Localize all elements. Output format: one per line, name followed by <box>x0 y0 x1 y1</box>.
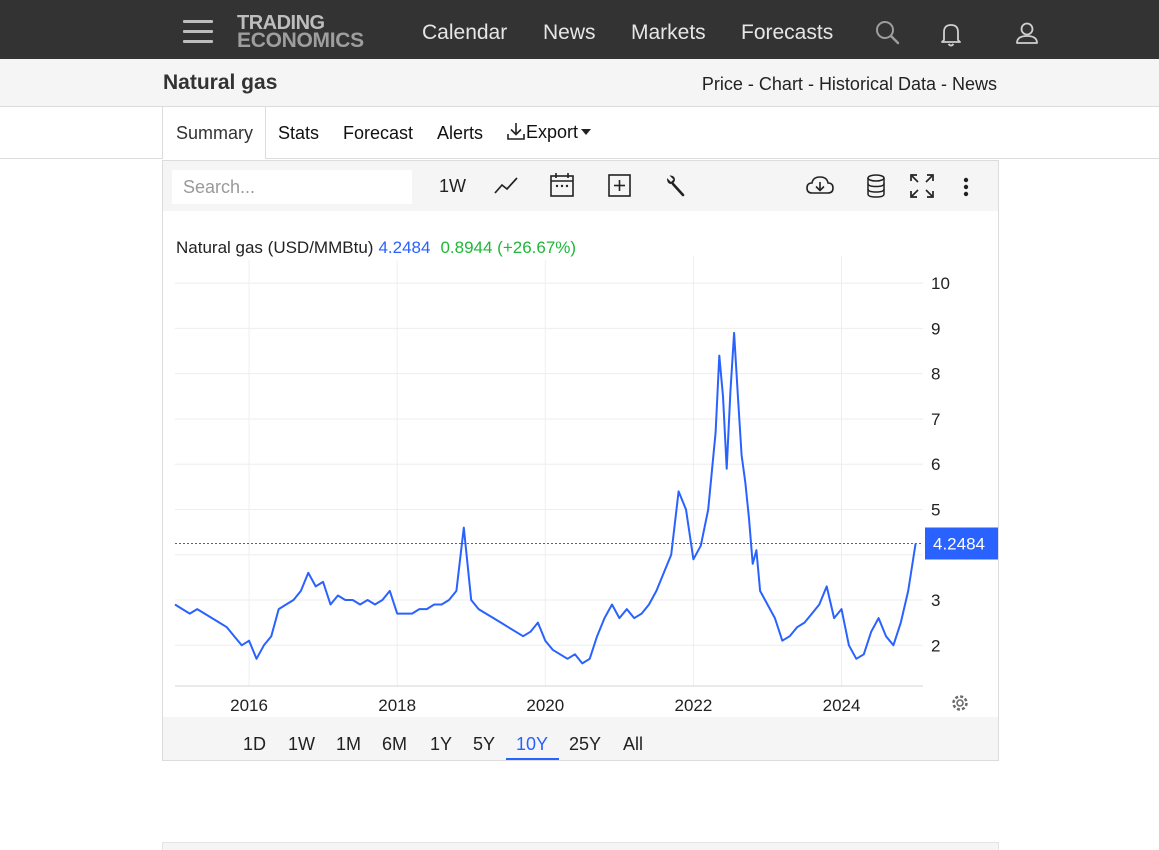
logo-line-2: ECONOMICS <box>237 29 364 52</box>
line-chart-icon[interactable] <box>493 173 519 199</box>
calendar-icon[interactable] <box>549 171 575 199</box>
legend-last-value: 4.2484 <box>378 238 430 257</box>
range-25y[interactable]: 25Y <box>569 734 602 754</box>
bell-icon[interactable] <box>937 20 965 48</box>
series-line-natural-gas <box>174 331 917 665</box>
y-tick-label: 3 <box>931 591 940 610</box>
tab-stats[interactable]: Stats <box>278 123 320 143</box>
nav-forecasts[interactable]: Forecasts <box>741 21 834 44</box>
database-icon[interactable] <box>865 173 887 199</box>
x-tick-label: 2022 <box>675 696 713 715</box>
legend-change: 0.8944 (+26.67%) <box>440 238 576 257</box>
search-icon[interactable] <box>874 19 902 47</box>
link-chart[interactable]: Chart <box>758 74 803 94</box>
last-price-badge <box>925 527 998 560</box>
chart-widget: 1W <box>162 160 999 761</box>
add-indicator-icon[interactable] <box>607 173 633 199</box>
nav-markets[interactable]: Markets <box>631 21 706 44</box>
fullscreen-icon[interactable] <box>909 173 935 199</box>
link-news[interactable]: News <box>951 74 997 94</box>
y-tick-label: 9 <box>931 319 940 338</box>
link-separator: - <box>742 74 759 94</box>
x-tick-label: 2016 <box>230 696 268 715</box>
nav-calendar[interactable]: Calendar <box>422 21 508 44</box>
tab-summary[interactable]: Summary <box>162 107 266 159</box>
range-1y[interactable]: 1Y <box>430 734 453 754</box>
range-5y[interactable]: 5Y <box>473 734 496 754</box>
grid <box>175 256 923 687</box>
logo-line-1: TRADING <box>237 12 325 34</box>
chart-toolbar: 1W <box>163 161 998 211</box>
subheader: Natural gas Price - Chart - Historical D… <box>0 59 1159 107</box>
tabs-bar: Summary Stats Forecast Alerts Export <box>0 107 1159 159</box>
plot-area[interactable]: 2 3 5 6 7 8 9 10 2016 2018 2020 2022 2024 4.2484 Na… <box>163 211 998 717</box>
link-price[interactable]: Price <box>701 74 743 94</box>
legend-series-name: Natural gas (USD/MMBtu) <box>176 238 373 257</box>
y-tick-label: 6 <box>931 455 940 474</box>
logo[interactable]: TRADING ECONOMICS <box>237 12 364 52</box>
range-6m[interactable]: 6M <box>382 734 408 754</box>
chart-legend: Natural gas (USD/MMBtu) 4.2484 0.8944 (+26… <box>176 238 576 257</box>
footer-strip <box>162 842 999 850</box>
interval-button[interactable]: 1W <box>439 176 466 196</box>
page-title: Natural gas <box>163 71 278 94</box>
range-1d[interactable]: 1D <box>243 734 267 754</box>
active-range-underline <box>506 758 559 760</box>
y-tick-label: 2 <box>931 636 940 655</box>
quick-links: Price - Chart - Historical Data - News <box>702 74 997 95</box>
link-separator: - <box>935 74 952 94</box>
y-tick-label: 8 <box>931 365 940 384</box>
y-tick-label: 7 <box>931 410 940 429</box>
legend-background <box>173 234 603 260</box>
caret-down-icon <box>581 129 592 135</box>
range-1m[interactable]: 1M <box>336 734 362 754</box>
nav-news[interactable]: News <box>543 21 596 44</box>
tab-alerts[interactable]: Alerts <box>437 123 484 143</box>
range-1w[interactable]: 1W <box>288 734 315 754</box>
tab-summary-label: Summary <box>176 123 254 143</box>
symbol-search-input[interactable] <box>172 170 412 204</box>
tab-export-label: Export <box>526 122 579 142</box>
download-icon <box>507 123 525 140</box>
user-icon[interactable] <box>1013 19 1041 47</box>
last-price-badge-text: 4.2484 <box>933 534 985 553</box>
tab-forecast[interactable]: Forecast <box>343 123 414 143</box>
tab-export[interactable]: Export <box>506 121 592 143</box>
range-all[interactable]: All <box>623 734 644 754</box>
range-selector: 1D 1W 1M 6M 1Y 5Y 10Y 25Y All <box>163 717 998 760</box>
y-axis: 2 3 5 6 7 8 9 10 <box>931 274 950 655</box>
top-nav: TRADING ECONOMICS Calendar News Markets … <box>0 0 1159 59</box>
menu-icon[interactable] <box>183 20 213 44</box>
x-tick-label: 2024 <box>823 696 861 715</box>
wrench-icon[interactable] <box>664 174 688 200</box>
cloud-download-icon[interactable] <box>805 173 835 199</box>
settings-gear-icon[interactable] <box>952 695 968 711</box>
x-tick-label: 2020 <box>526 696 564 715</box>
link-historical-data[interactable]: Historical Data <box>818 74 936 94</box>
y-tick-label: 10 <box>931 274 950 293</box>
y-tick-label: 5 <box>931 500 940 519</box>
range-10y[interactable]: 10Y <box>516 734 549 754</box>
x-axis: 2016 2018 2020 2022 2024 <box>230 696 860 715</box>
more-options-icon[interactable] <box>959 174 973 200</box>
price-chart[interactable]: 2 3 5 6 7 8 9 10 2016 2018 2020 2022 2024 4.2484 Na… <box>163 211 998 717</box>
x-tick-label: 2018 <box>378 696 416 715</box>
link-separator: - <box>802 74 819 94</box>
